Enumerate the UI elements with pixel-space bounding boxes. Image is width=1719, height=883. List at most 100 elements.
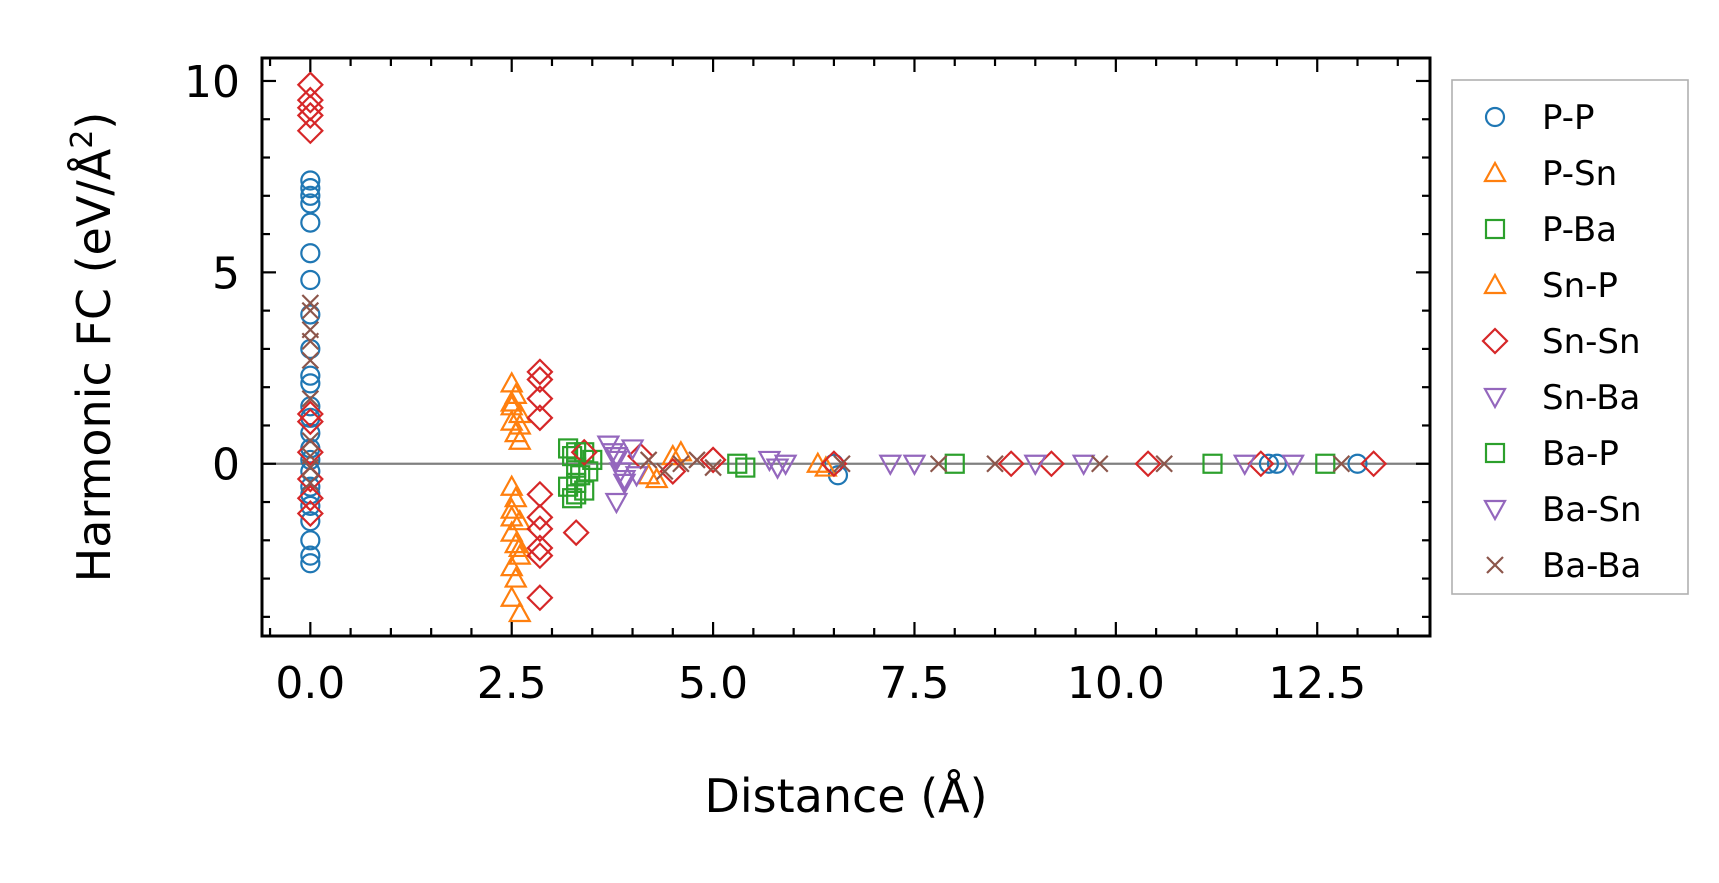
point-ba-ba	[672, 454, 690, 473]
point-ba-sn	[1281, 454, 1305, 477]
point-p-sn	[507, 428, 532, 450]
point-p-sn	[499, 585, 524, 607]
point-p-p	[1258, 453, 1279, 474]
point-p-p	[300, 495, 321, 516]
point-sn-p	[499, 390, 524, 412]
point-sn-sn	[562, 519, 590, 547]
y-axis-label-close: )	[67, 112, 121, 130]
legend-marker-p-p	[1484, 106, 1506, 128]
y-axis-label-main: Harmonic FC (eV/Å	[67, 148, 121, 582]
legend-label-sn-ba: Sn-Ba	[1542, 378, 1640, 418]
legend-frame	[1451, 79, 1689, 595]
point-ba-ba	[929, 454, 948, 473]
x-tick-label: 12.5	[1268, 658, 1366, 709]
x-tick-labels: 0.0 2.5 5.0 7.5 10.0 12.5	[275, 658, 1366, 709]
point-sn-sn	[526, 584, 554, 612]
point-p-p	[300, 476, 321, 497]
point-sn-ba	[757, 450, 782, 473]
point-ba-ba	[655, 462, 674, 481]
point-ba-sn	[773, 454, 798, 477]
legend-marker-sn-sn	[1481, 327, 1509, 355]
x-tick-label: 5.0	[678, 658, 748, 709]
y-axis-label-superscript: 2	[65, 130, 100, 149]
y-tick-labels: 0 5 10	[184, 57, 240, 491]
point-ba-p	[944, 453, 965, 474]
y-tick-label: 0	[212, 440, 240, 491]
point-ba-ba	[704, 458, 722, 477]
point-sn-ba	[604, 450, 629, 473]
point-p-p	[300, 185, 321, 206]
legend-label-ba-p: Ba-P	[1542, 434, 1619, 474]
x-axis-label: Distance (Å)	[704, 769, 987, 823]
point-ba-p	[574, 480, 595, 501]
x-tick-label: 7.5	[879, 658, 949, 709]
point-p-p	[1266, 453, 1288, 474]
point-sn-sn	[296, 117, 324, 145]
point-ba-sn	[604, 446, 629, 469]
axis-ticks	[262, 58, 1430, 636]
legend-marker-sn-ba	[1483, 387, 1507, 410]
y-axis-label: Harmonic FC (eV/Å2)	[65, 112, 121, 583]
point-p-sn	[507, 401, 532, 424]
point-ba-sn	[902, 454, 927, 477]
point-sn-ba	[604, 492, 629, 515]
point-ba-p	[1315, 453, 1336, 474]
point-p-p	[1347, 453, 1368, 474]
point-ba-ba	[688, 451, 706, 469]
point-sn-p	[507, 413, 532, 435]
point-sn-sn	[1134, 450, 1162, 478]
point-ba-ba	[301, 432, 320, 450]
point-ba-ba	[301, 294, 320, 312]
legend-marker-p-sn	[1483, 160, 1507, 183]
legend-marker-sn-p	[1483, 272, 1507, 295]
point-sn-sn	[526, 542, 554, 570]
legend-marker-ba-p	[1484, 442, 1506, 464]
point-p-sn	[507, 600, 532, 623]
point-p-p	[300, 243, 321, 264]
point-ba-ba	[1090, 454, 1109, 473]
legend-label-ba-ba: Ba-Ba	[1542, 546, 1641, 586]
point-p-p	[300, 304, 321, 325]
point-ba-ba	[301, 389, 320, 408]
point-p-ba	[562, 488, 583, 509]
point-ba-sn	[612, 469, 637, 492]
point-ba-sn	[1071, 454, 1096, 477]
y-tick-label: 5	[212, 248, 240, 299]
x-tick-label: 0.0	[275, 658, 345, 709]
point-sn-sn	[296, 408, 324, 436]
point-sn-ba	[1232, 454, 1257, 477]
point-sn-sn	[526, 385, 554, 413]
point-ba-ba	[986, 454, 1004, 473]
point-ba-ba	[301, 458, 320, 477]
plot-frame	[260, 56, 1432, 638]
x-tick-label: 2.5	[477, 658, 547, 709]
point-ba-ba	[833, 454, 851, 473]
point-ba-ba	[1332, 454, 1351, 473]
point-p-sn	[644, 466, 669, 489]
point-p-sn	[507, 508, 532, 531]
point-sn-sn	[296, 101, 324, 129]
legend-label-p-p: P-P	[1542, 98, 1595, 138]
point-p-p	[300, 212, 321, 233]
x-tick-label: 10.0	[1067, 658, 1165, 709]
point-p-sn	[499, 394, 524, 416]
point-ba-ba	[301, 474, 320, 492]
point-ba-ba	[301, 301, 320, 320]
point-sn-ba	[878, 454, 903, 477]
legend-label-p-ba: P-Ba	[1542, 210, 1617, 250]
legend-marker-p-ba	[1484, 218, 1506, 240]
point-sn-sn	[997, 450, 1025, 478]
point-p-ba	[562, 445, 583, 467]
point-p-p	[300, 373, 321, 394]
point-sn-sn	[296, 400, 324, 428]
point-ba-ba	[639, 451, 658, 469]
point-sn-sn	[526, 365, 554, 394]
point-p-p	[300, 545, 321, 566]
point-p-ba	[735, 457, 756, 478]
point-sn-ba	[612, 473, 637, 496]
data-points	[296, 71, 1388, 623]
point-sn-sn	[526, 358, 554, 386]
point-sn-sn	[526, 503, 554, 531]
y-tick-label: 10	[184, 57, 240, 108]
